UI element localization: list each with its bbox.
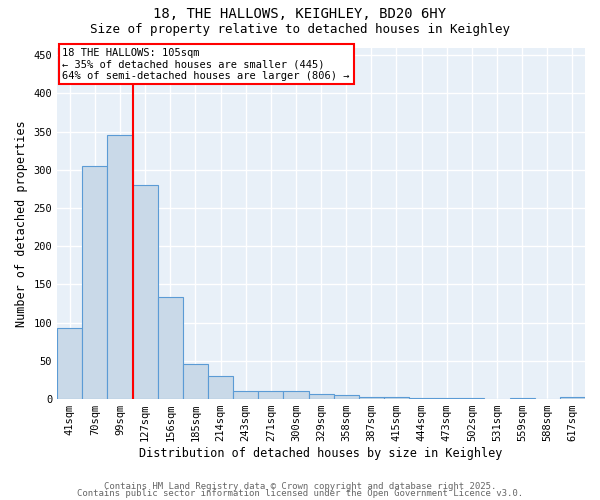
Bar xyxy=(460,398,484,399)
Text: 18 THE HALLOWS: 105sqm
← 35% of detached houses are smaller (445)
64% of semi-de: 18 THE HALLOWS: 105sqm ← 35% of detached… xyxy=(62,48,350,80)
Bar xyxy=(334,396,359,399)
Y-axis label: Number of detached properties: Number of detached properties xyxy=(15,120,28,326)
Bar xyxy=(208,376,233,399)
Bar xyxy=(158,298,183,399)
X-axis label: Distribution of detached houses by size in Keighley: Distribution of detached houses by size … xyxy=(139,447,503,460)
Bar xyxy=(183,364,208,399)
Bar xyxy=(133,185,158,399)
Bar xyxy=(57,328,82,399)
Text: Size of property relative to detached houses in Keighley: Size of property relative to detached ho… xyxy=(90,22,510,36)
Text: Contains HM Land Registry data © Crown copyright and database right 2025.: Contains HM Land Registry data © Crown c… xyxy=(104,482,496,491)
Bar xyxy=(107,136,133,399)
Bar xyxy=(509,398,535,399)
Bar xyxy=(308,394,334,399)
Text: 18, THE HALLOWS, KEIGHLEY, BD20 6HY: 18, THE HALLOWS, KEIGHLEY, BD20 6HY xyxy=(154,8,446,22)
Bar xyxy=(359,397,384,399)
Bar xyxy=(409,398,434,399)
Bar xyxy=(283,392,308,399)
Bar xyxy=(560,397,585,399)
Bar xyxy=(434,398,460,399)
Bar xyxy=(384,397,409,399)
Bar xyxy=(258,390,283,399)
Bar xyxy=(233,392,258,399)
Text: Contains public sector information licensed under the Open Government Licence v3: Contains public sector information licen… xyxy=(77,490,523,498)
Bar xyxy=(82,166,107,399)
